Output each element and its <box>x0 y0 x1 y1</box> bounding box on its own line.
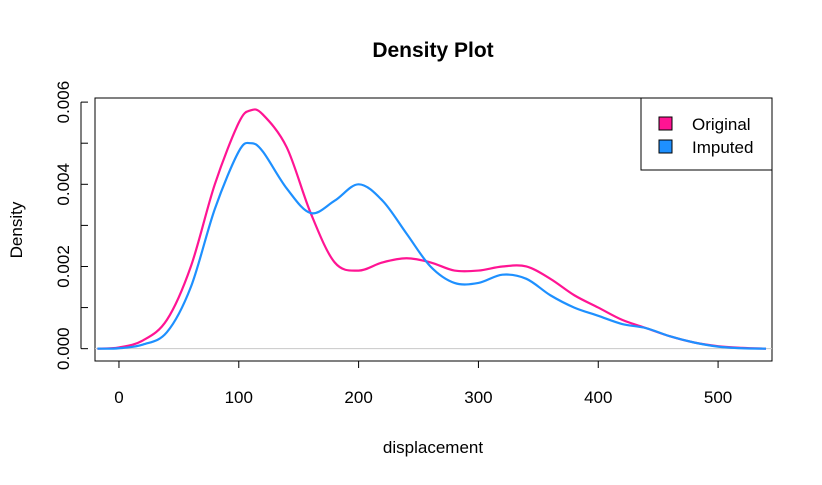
y-axis: 0.000 0.002 0.004 0.006 <box>54 81 88 370</box>
legend-label-original: Original <box>692 115 751 134</box>
series-layer <box>97 108 767 350</box>
y-axis-label: Density <box>7 201 26 258</box>
y-tick-label: 0.004 <box>54 163 73 206</box>
legend-label-imputed: Imputed <box>692 138 753 157</box>
legend-box <box>640 97 773 171</box>
chart-title: Density Plot <box>372 39 493 62</box>
x-tick-label: 0 <box>114 388 123 407</box>
series-line-imputed <box>97 141 767 350</box>
legend: Original Imputed <box>640 97 773 171</box>
x-tick-label: 200 <box>344 388 372 407</box>
x-axis: 0 100 200 300 400 500 <box>114 360 732 407</box>
x-tick-label: 500 <box>704 388 732 407</box>
legend-swatch-original <box>658 116 673 131</box>
legend-swatch-imputed <box>658 139 673 154</box>
x-tick-label: 400 <box>584 388 612 407</box>
x-axis-label: displacement <box>383 438 483 457</box>
y-tick-label: 0.006 <box>54 81 73 124</box>
y-tick-label: 0.000 <box>54 327 73 370</box>
x-tick-label: 300 <box>464 388 492 407</box>
x-tick-label: 100 <box>225 388 253 407</box>
y-tick-label: 0.002 <box>54 245 73 288</box>
